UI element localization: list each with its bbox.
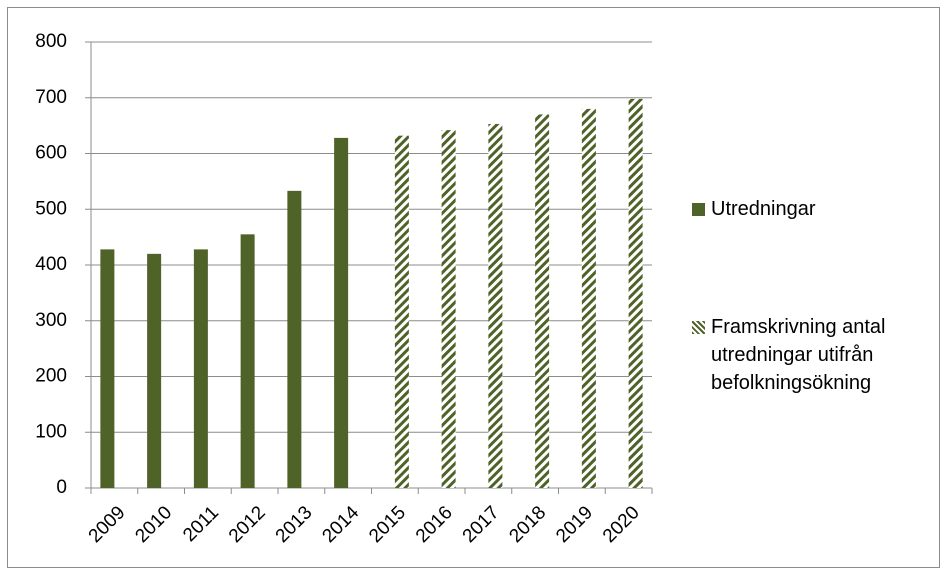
y-tick-label: 300: [35, 310, 67, 331]
y-tick-label: 500: [35, 198, 67, 219]
bar: [100, 249, 115, 488]
x-tick-label: 2009: [85, 502, 130, 547]
x-tick-label: 2016: [412, 502, 457, 547]
legend-label: Framskrivning antal utredningar utifrån …: [711, 316, 886, 394]
x-tick-label: 2012: [225, 502, 270, 547]
bar: [488, 123, 503, 488]
x-tick-label: 2010: [131, 502, 176, 547]
bar: [240, 234, 255, 488]
bar: [581, 108, 596, 489]
y-tick-label: 400: [35, 254, 67, 275]
x-tick-label: 2018: [505, 502, 550, 547]
y-tick-label: 800: [35, 31, 67, 52]
legend-label: Utredningar: [711, 198, 816, 220]
x-tick-label: 2015: [365, 502, 410, 547]
x-tick-label: 2013: [272, 502, 317, 547]
y-tick-label: 600: [35, 143, 67, 164]
legend-swatch: [692, 203, 705, 216]
bar: [287, 190, 302, 489]
legend-swatch: [692, 321, 705, 334]
chart-frame: [7, 7, 940, 568]
x-tick-label: 2011: [179, 502, 223, 546]
legend-item: Framskrivning antal utredningar utifrån …: [692, 313, 941, 397]
x-tick-label: 2019: [552, 502, 597, 547]
bar: [535, 114, 550, 488]
y-tick-label: 200: [35, 366, 67, 387]
bar: [441, 130, 456, 488]
bar: [193, 249, 208, 488]
y-tick-label: 100: [35, 421, 67, 442]
y-tick-label: 700: [35, 87, 67, 108]
y-tick-label: 0: [56, 477, 67, 498]
x-tick-label: 2020: [599, 502, 644, 547]
x-tick-label: 2017: [459, 502, 504, 547]
bar: [628, 98, 643, 489]
legend-item: Utredningar: [692, 195, 941, 223]
bar: [334, 137, 349, 488]
bar: [394, 135, 409, 488]
x-tick-label: 2014: [318, 502, 363, 547]
bar: [147, 253, 162, 488]
